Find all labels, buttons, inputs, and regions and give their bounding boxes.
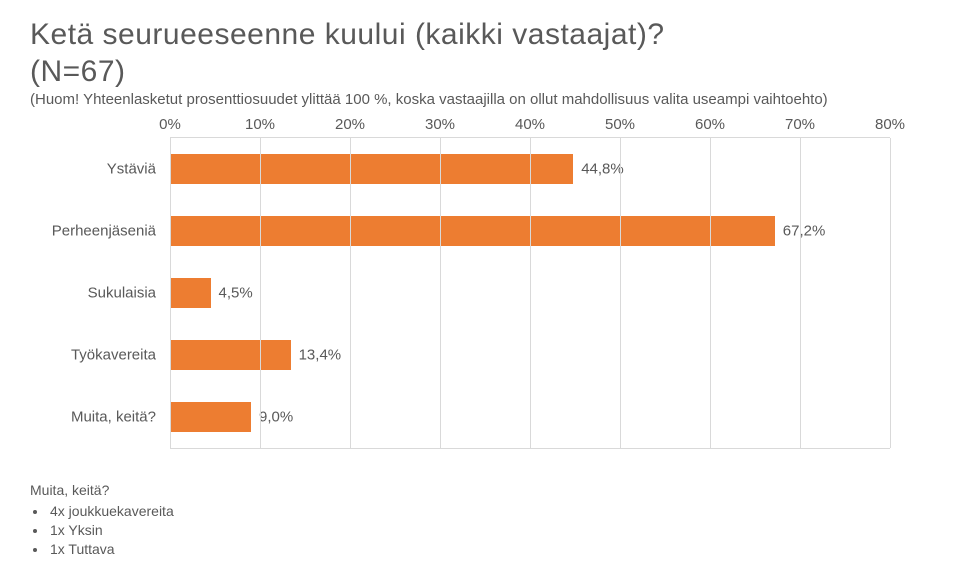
x-tick-label: 10% — [245, 116, 275, 133]
bar: 9,0% — [170, 402, 251, 432]
gridline — [800, 138, 801, 448]
category-label: Ystäviä — [107, 161, 170, 178]
bar-value-label: 4,5% — [211, 285, 253, 302]
footer-notes: Muita, keitä? 4x joukkuekavereita1x Yksi… — [30, 481, 174, 559]
gridline — [530, 138, 531, 448]
bar: 44,8% — [170, 154, 573, 184]
bar-chart: 0%10%20%30%40%50%60%70%80% Ystäviä44,8%P… — [170, 137, 890, 449]
chart-title: Ketä seurueeseenne kuului (kaikki vastaa… — [30, 18, 930, 53]
bar-value-label: 13,4% — [291, 347, 342, 364]
gridline — [440, 138, 441, 448]
category-label: Perheenjäseniä — [52, 223, 170, 240]
gridline — [260, 138, 261, 448]
gridline — [620, 138, 621, 448]
chart-note: (Huom! Yhteenlasketut prosenttiosuudet y… — [30, 91, 930, 109]
category-label: Muita, keitä? — [71, 409, 170, 426]
x-tick-label: 30% — [425, 116, 455, 133]
x-tick-label: 70% — [785, 116, 815, 133]
gridline — [890, 138, 891, 448]
bar-value-label: 44,8% — [573, 161, 624, 178]
bar: 4,5% — [170, 278, 211, 308]
category-label: Sukulaisia — [88, 285, 170, 302]
category-label: Työkavereita — [71, 347, 170, 364]
x-tick-label: 20% — [335, 116, 365, 133]
footer-list: 4x joukkuekavereita1x Yksin1x Tuttava — [30, 502, 174, 559]
x-tick-label: 80% — [875, 116, 905, 133]
bar: 13,4% — [170, 340, 291, 370]
bar-value-label: 9,0% — [251, 409, 293, 426]
gridline — [710, 138, 711, 448]
gridline — [170, 138, 171, 448]
gridline — [350, 138, 351, 448]
footer-list-item: 4x joukkuekavereita — [48, 502, 174, 521]
x-tick-label: 0% — [159, 116, 181, 133]
footer-list-item: 1x Yksin — [48, 521, 174, 540]
footer-heading: Muita, keitä? — [30, 481, 174, 500]
x-axis-labels: 0%10%20%30%40%50%60%70%80% — [170, 116, 890, 136]
x-tick-label: 40% — [515, 116, 545, 133]
footer-list-item: 1x Tuttava — [48, 540, 174, 559]
x-tick-label: 50% — [605, 116, 635, 133]
x-tick-label: 60% — [695, 116, 725, 133]
chart-subtitle: (N=67) — [30, 55, 930, 90]
